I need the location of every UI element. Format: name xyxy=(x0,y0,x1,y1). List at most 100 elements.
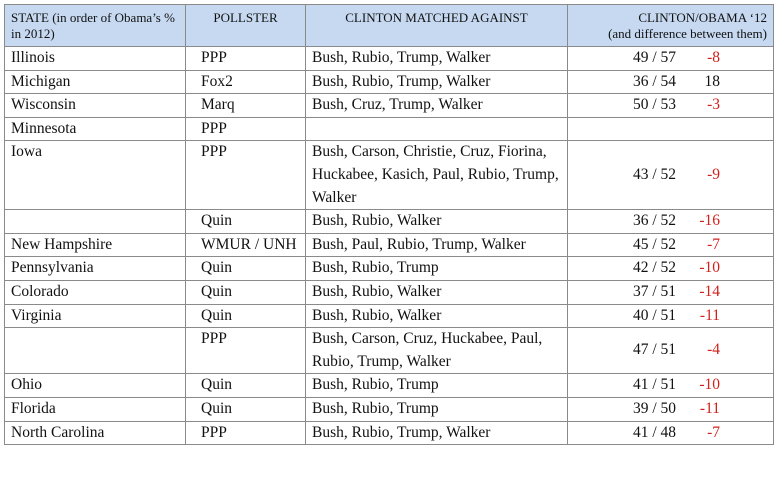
ratio: 39 / 50 xyxy=(632,399,676,417)
table-row: Florida Quin Bush, Rubio, Trump 39 / 50 -11 xyxy=(4,396,774,422)
difference: -11 xyxy=(699,306,720,324)
table-row: Illinois PPP Bush, Rubio, Trump, Walker 49 … xyxy=(4,46,774,71)
against-cell: Bush, Rubio, Walker xyxy=(305,209,568,234)
difference: -4 xyxy=(707,341,720,359)
value-cell: 43 / 52 -9 xyxy=(567,140,774,211)
state-cell: Minnesota xyxy=(4,116,186,142)
value-cell: 36 / 52 -16 xyxy=(567,209,774,234)
value-cell: 45 / 52 -7 xyxy=(567,232,774,258)
header-note: (and difference between them) xyxy=(608,26,767,41)
ratio: 47 / 51 xyxy=(632,341,676,359)
pollster-cell: Quin xyxy=(185,256,306,281)
state-cell: Pennsylvania xyxy=(4,256,186,281)
pollster-cell: PPP xyxy=(185,327,306,375)
ratio: 40 / 51 xyxy=(632,306,676,324)
difference: -10 xyxy=(699,376,720,394)
state-cell: Michigan xyxy=(4,69,186,95)
table-body: Illinois PPP Bush, Rubio, Trump, Walker 49 … xyxy=(4,46,774,446)
ratio: 36 / 52 xyxy=(632,212,676,230)
pollster-cell: PPP xyxy=(185,116,306,142)
value-cell: 40 / 51 -11 xyxy=(567,303,774,329)
pollster-cell: Fox2 xyxy=(185,69,306,95)
value-cell: 37 / 51 -14 xyxy=(567,279,774,305)
header-text: CLINTON/OBAMA ‘12 xyxy=(638,10,767,25)
pollster-cell: Quin xyxy=(185,396,306,422)
state-cell: Colorado xyxy=(4,279,186,305)
header-cell: CLINTON MATCHED AGAINST xyxy=(305,4,568,47)
pollster-cell: Quin xyxy=(185,373,306,398)
table-row: North Carolina PPP Bush, Rubio, Trump, Wal… xyxy=(4,420,774,446)
pollster-cell: PPP xyxy=(185,46,306,71)
ratio: 43 / 52 xyxy=(632,165,676,183)
against-cell: Bush, Rubio, Walker xyxy=(305,303,568,329)
state-cell: Florida xyxy=(4,396,186,422)
value-cell: 41 / 48 -7 xyxy=(567,420,774,446)
value-cell: 41 / 51 -10 xyxy=(567,373,774,398)
table-row: Ohio Quin Bush, Rubio, Trump 41 / 51 -10 xyxy=(4,373,774,398)
table-row: Virginia Quin Bush, Rubio, Walker 40 / 51 -1… xyxy=(4,303,774,329)
state-cell xyxy=(4,209,186,234)
difference: -10 xyxy=(699,259,720,277)
table-row: Pennsylvania Quin Bush, Rubio, Trump 42 / 5… xyxy=(4,256,774,281)
value-cell: 47 / 51 -4 xyxy=(567,327,774,375)
against-cell: Bush, Rubio, Trump, Walker xyxy=(305,46,568,71)
against-cell: Bush, Rubio, Trump xyxy=(305,396,568,422)
difference: -9 xyxy=(707,165,720,183)
state-cell: Wisconsin xyxy=(4,93,186,118)
state-cell: Ohio xyxy=(4,373,186,398)
state-cell: Illinois xyxy=(4,46,186,71)
state-cell: Iowa xyxy=(4,140,186,211)
table-row: New Hampshire WMUR / UNH Bush, Paul, Rubio… xyxy=(4,232,774,258)
state-cell xyxy=(4,327,186,375)
value-cell: 50 / 53 -3 xyxy=(567,93,774,118)
against-cell: Bush, Rubio, Walker xyxy=(305,279,568,305)
against-cell: Bush, Carson, Cruz, Huckabee, Paul, Rubi… xyxy=(305,327,568,375)
ratio: 36 / 54 xyxy=(632,72,676,90)
difference: -11 xyxy=(699,399,720,417)
pollster-cell: WMUR / UNH xyxy=(185,232,306,258)
difference: 18 xyxy=(704,72,721,90)
state-cell: North Carolina xyxy=(4,420,186,446)
value-cell: 42 / 52 -10 xyxy=(567,256,774,281)
table-row: PPP Bush, Carson, Cruz, Huckabee, Paul, R… xyxy=(4,327,774,375)
against-cell: Bush, Paul, Rubio, Trump, Walker xyxy=(305,232,568,258)
pollster-cell: Quin xyxy=(185,303,306,329)
ratio: 50 / 53 xyxy=(632,96,676,114)
difference: -14 xyxy=(699,282,720,300)
against-cell: Bush, Rubio, Trump xyxy=(305,373,568,398)
ratio: 42 / 52 xyxy=(632,259,676,277)
difference: -3 xyxy=(707,96,720,114)
difference: -8 xyxy=(707,49,720,66)
ratio: 45 / 52 xyxy=(632,235,676,253)
state-cell: New Hampshire xyxy=(4,232,186,258)
header-row: STATE (in order of Obama’s % in 2012) PO… xyxy=(4,4,774,47)
against-cell: Bush, Carson, Christie, Cruz, Fiorina, H… xyxy=(305,140,568,211)
pollster-cell: Quin xyxy=(185,279,306,305)
table-row: Quin Bush, Rubio, Walker 36 / 52 -16 xyxy=(4,209,774,234)
value-cell: 49 / 57 -8 xyxy=(567,46,774,71)
table-row: Wisconsin Marq Bush, Cruz, Trump, Walker 50… xyxy=(4,93,774,118)
against-cell: Bush, Rubio, Trump, Walker xyxy=(305,69,568,95)
pollster-cell: Marq xyxy=(185,93,306,118)
table-row: Colorado Quin Bush, Rubio, Walker 37 / 51 -1… xyxy=(4,279,774,305)
header-cell: STATE (in order of Obama’s % in 2012) xyxy=(4,4,186,47)
value-cell xyxy=(567,116,774,142)
value-cell: 39 / 50 -11 xyxy=(567,396,774,422)
pollster-cell: Quin xyxy=(185,209,306,234)
against-cell xyxy=(305,116,568,142)
ratio: 49 / 57 xyxy=(632,49,676,66)
poll-table: STATE (in order of Obama’s % in 2012) PO… xyxy=(4,4,774,446)
difference: -7 xyxy=(707,423,720,441)
value-cell: 36 / 54 18 xyxy=(567,69,774,95)
difference: -7 xyxy=(707,235,720,253)
table-row: Michigan Fox2 Bush, Rubio, Trump, Walker 36… xyxy=(4,69,774,95)
ratio: 37 / 51 xyxy=(632,282,676,300)
pollster-cell: PPP xyxy=(185,140,306,211)
against-cell: Bush, Cruz, Trump, Walker xyxy=(305,93,568,118)
table-row: Iowa PPP Bush, Carson, Christie, Cruz, Fio… xyxy=(4,140,774,211)
header-cell: POLLSTER xyxy=(185,4,306,47)
ratio: 41 / 51 xyxy=(632,376,676,394)
against-cell: Bush, Rubio, Trump, Walker xyxy=(305,420,568,446)
state-cell: Virginia xyxy=(4,303,186,329)
